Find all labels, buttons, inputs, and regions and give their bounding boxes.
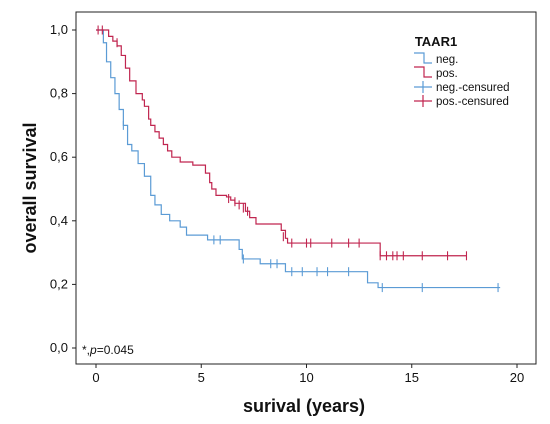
plot-frame bbox=[75, 11, 537, 365]
survival-curve-neg bbox=[96, 29, 501, 289]
legend-label: pos.-censured bbox=[436, 96, 509, 108]
legend-swatch bbox=[414, 52, 432, 64]
legend-swatch bbox=[414, 66, 432, 78]
y-tick-label: 0,0 bbox=[50, 340, 68, 355]
y-ticks: 0,0 0,2 0,4 0,6 0,8 1,0 bbox=[50, 22, 76, 355]
y-tick-label: 1,0 bbox=[50, 22, 68, 37]
legend-label: pos. bbox=[436, 68, 458, 80]
p-value-annotation: *,p=0.045 bbox=[82, 343, 134, 357]
p-value-number: =0.045 bbox=[97, 343, 134, 357]
p-value-p: p bbox=[89, 343, 97, 357]
survival-curve-pos bbox=[96, 29, 467, 257]
x-tick-label: 0 bbox=[92, 370, 99, 385]
y-tick-label: 0,6 bbox=[50, 149, 68, 164]
x-ticks: 0 5 10 15 20 bbox=[92, 364, 524, 385]
legend-label: neg.-censured bbox=[436, 82, 510, 94]
legend-title: TAAR1 bbox=[415, 34, 457, 49]
x-tick-label: 5 bbox=[198, 370, 205, 385]
legend-label: neg. bbox=[436, 54, 458, 66]
y-axis-title: overall survival bbox=[20, 122, 40, 253]
y-tick-label: 0,4 bbox=[50, 213, 68, 228]
x-tick-label: 10 bbox=[299, 370, 313, 385]
x-tick-label: 20 bbox=[510, 370, 524, 385]
p-value-star: *, bbox=[82, 343, 90, 357]
series-layer bbox=[96, 25, 501, 293]
y-tick-label: 0,2 bbox=[50, 276, 68, 291]
y-tick-label: 0,8 bbox=[50, 86, 68, 101]
x-axis-title: surival (years) bbox=[243, 396, 365, 416]
legend: neg. pos. neg.-censured pos.-censured bbox=[414, 52, 510, 108]
x-tick-label: 15 bbox=[405, 370, 419, 385]
